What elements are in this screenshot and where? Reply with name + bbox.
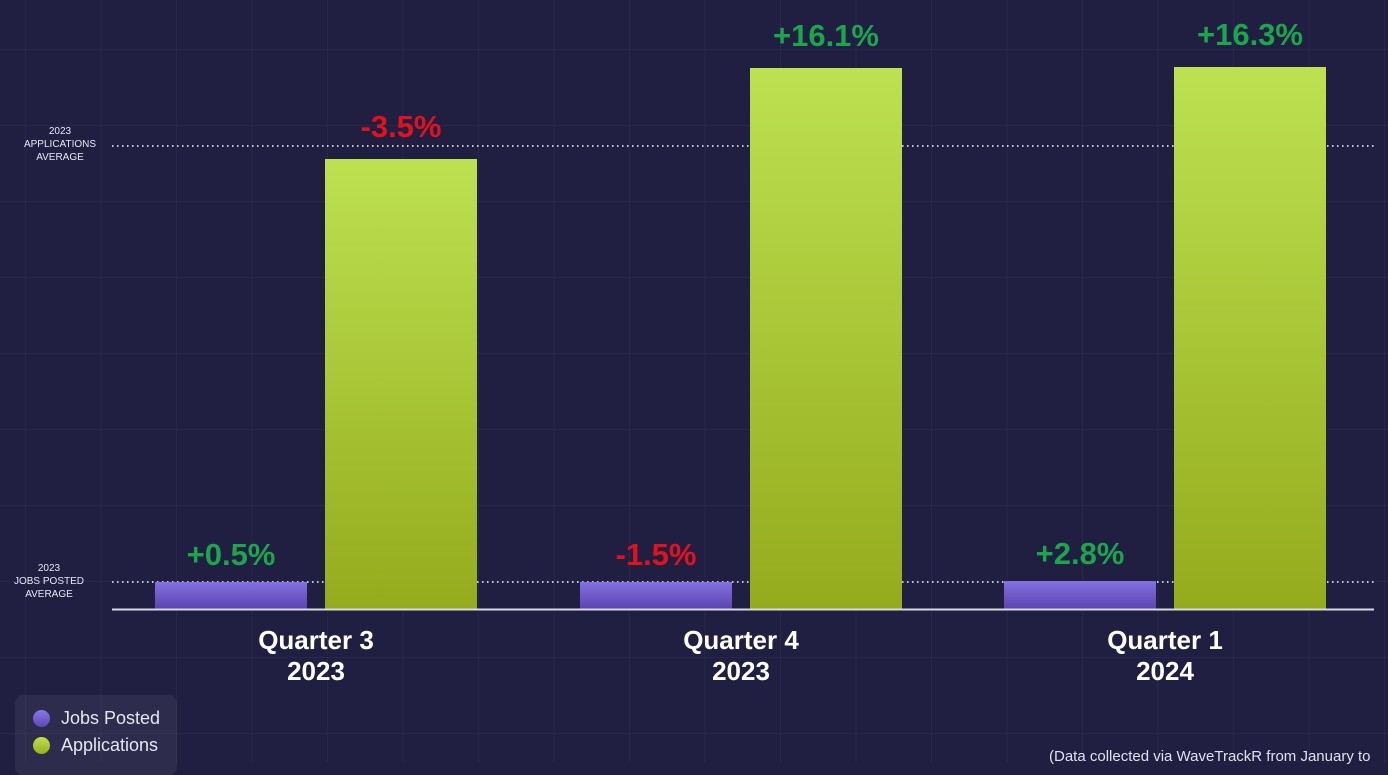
bar-jobs-posted [155,582,307,609]
change-label: +16.3% [1197,17,1303,52]
change-label: +2.8% [1036,536,1125,571]
change-label: -1.5% [616,537,697,572]
ref-label-line: APPLICATIONS [23,139,97,150]
legend-item-jobs-posted: Jobs Posted [33,705,177,732]
change-label: +0.5% [187,537,276,572]
jobs-posted-swatch-icon [33,710,50,727]
legend-label: Jobs Posted [61,708,161,728]
bar-applications [325,159,477,609]
ref-label-line: AVERAGE [36,152,84,163]
x-tick-label: Quarter 1 [1107,625,1223,655]
change-label: +16.1% [773,18,879,53]
ref-label-line: AVERAGE [25,589,73,600]
ref-label-line: 2023 [48,126,72,137]
applications-average-label: 2023 APPLICATIONS AVERAGE [10,125,110,164]
bar-jobs-posted [580,582,732,609]
change-label: -3.5% [361,109,442,144]
ref-label-line: JOBS POSTED [13,576,84,587]
bar-applications [750,68,902,609]
bar-jobs-posted [1004,581,1156,609]
bar-applications [1174,67,1326,609]
x-tick-label: 2024 [1136,656,1194,686]
x-tick-label: 2023 [287,656,345,686]
legend-label: Applications [61,735,159,755]
jobs-posted-average-label: 2023 JOBS POSTED AVERAGE [0,562,99,601]
x-tick-label: Quarter 3 [258,625,374,655]
x-tick-label: Quarter 4 [683,625,799,655]
ref-label-line: 2023 [37,563,61,574]
legend: Jobs Posted Applications [15,695,177,775]
footnote: (Data collected via WaveTrackR from Janu… [1049,748,1371,765]
x-tick-label: 2023 [712,656,770,686]
legend-item-applications: Applications [33,732,177,759]
applications-swatch-icon [33,737,50,754]
